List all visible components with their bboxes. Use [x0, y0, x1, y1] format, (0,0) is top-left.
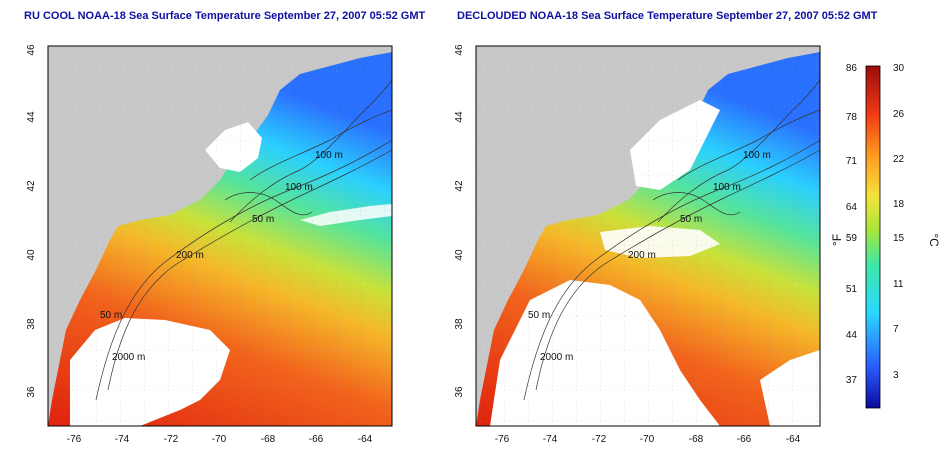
y-tick-label: 44 — [26, 111, 37, 123]
right-map-frame — [475, 45, 821, 427]
y-tick-label: 38 — [26, 318, 37, 330]
x-tick-label: -66 — [737, 434, 752, 445]
left-map-title: RU COOL NOAA-18 Sea Surface Temperature … — [24, 10, 426, 22]
y-tick-label: 44 — [454, 111, 465, 123]
colorbar-gradient — [865, 65, 881, 409]
x-tick-label: -74 — [543, 434, 558, 445]
right-map: 100 m 100 m 50 m 200 m 50 m 2000 m -76 -… — [454, 44, 821, 445]
c-tick-label: 15 — [893, 233, 905, 244]
y-tick-label: 36 — [454, 386, 465, 398]
colorbar-f-ticks: 86 78 71 64 59 51 44 37 — [846, 63, 858, 386]
f-tick-label: 64 — [846, 202, 858, 213]
colorbar-c-ticks: 30 26 22 18 15 11 7 3 — [893, 63, 905, 381]
c-tick-label: 11 — [893, 279, 904, 290]
x-tick-label: -72 — [164, 434, 179, 445]
left-x-axis: -76 -74 -72 -70 -68 -66 -64 — [67, 434, 373, 445]
right-x-axis: -76 -74 -72 -70 -68 -66 -64 — [495, 434, 801, 445]
x-tick-label: -64 — [358, 434, 373, 445]
y-tick-label: 40 — [26, 249, 37, 261]
c-tick-label: 22 — [893, 154, 905, 165]
y-tick-label: 42 — [454, 180, 465, 192]
celsius-unit-label: °C — [927, 233, 941, 247]
x-tick-label: -68 — [261, 434, 276, 445]
left-y-axis: 46 44 42 40 38 36 — [26, 44, 37, 398]
left-map: 100 m 100 m 50 m 200 m 50 m 2000 m -76 -… — [26, 44, 393, 445]
x-tick-label: -76 — [67, 434, 82, 445]
x-tick-label: -70 — [640, 434, 655, 445]
y-tick-label: 46 — [454, 44, 465, 56]
x-tick-label: -70 — [212, 434, 227, 445]
left-grid — [48, 46, 392, 426]
c-tick-label: 30 — [893, 63, 905, 74]
f-tick-label: 51 — [846, 284, 858, 295]
y-tick-label: 40 — [454, 249, 465, 261]
right-map-title: DECLOUDED NOAA-18 Sea Surface Temperatur… — [457, 10, 878, 22]
f-tick-label: 71 — [846, 156, 858, 167]
c-tick-label: 18 — [893, 199, 905, 210]
y-tick-label: 46 — [26, 44, 37, 56]
f-tick-label: 86 — [846, 63, 858, 74]
f-tick-label: 59 — [846, 233, 858, 244]
fahrenheit-unit-label: °F — [830, 234, 844, 246]
x-tick-label: -68 — [689, 434, 704, 445]
x-tick-label: -72 — [592, 434, 607, 445]
right-grid — [476, 46, 820, 426]
left-map-frame — [47, 45, 393, 427]
y-tick-label: 36 — [26, 386, 37, 398]
right-y-axis: 46 44 42 40 38 36 — [454, 44, 465, 398]
x-tick-label: -74 — [115, 434, 130, 445]
x-tick-label: -64 — [786, 434, 801, 445]
c-tick-label: 3 — [893, 370, 899, 381]
f-tick-label: 37 — [846, 375, 858, 386]
y-tick-label: 42 — [26, 180, 37, 192]
c-tick-label: 26 — [893, 109, 905, 120]
c-tick-label: 7 — [893, 324, 899, 335]
x-tick-label: -76 — [495, 434, 510, 445]
f-tick-label: 78 — [846, 112, 858, 123]
colorbar: 86 78 71 64 59 51 44 37 30 26 22 18 15 1… — [830, 63, 941, 409]
f-tick-label: 44 — [846, 330, 858, 341]
y-tick-label: 38 — [454, 318, 465, 330]
x-tick-label: -66 — [309, 434, 324, 445]
